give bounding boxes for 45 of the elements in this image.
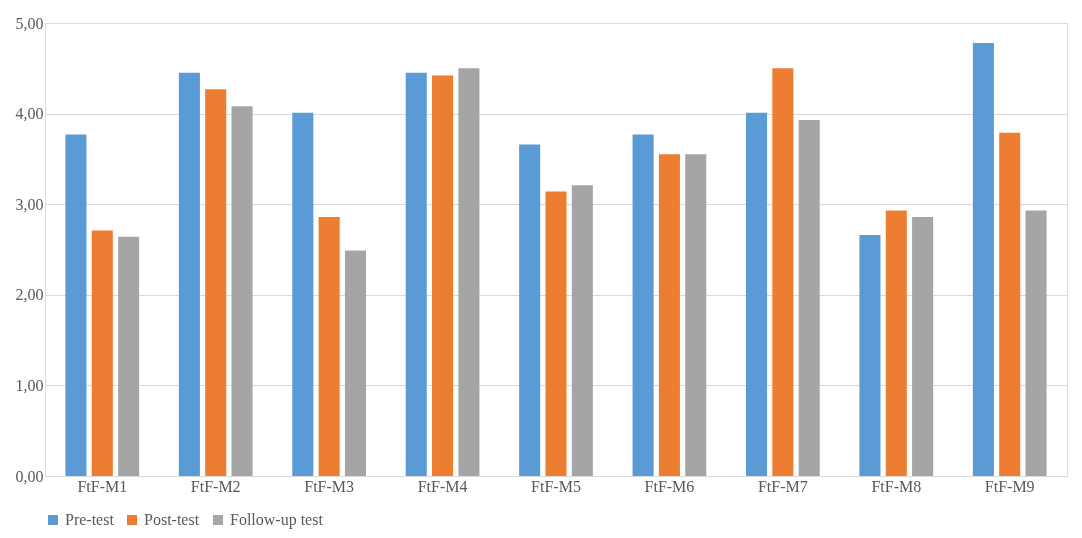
y-tick-label: 2,00 [15,286,44,304]
bar [292,112,314,476]
x-tick-label: FtF-M3 [304,477,355,495]
bar [519,144,541,476]
x-tick-label: FtF-M2 [190,477,241,495]
bar [205,89,227,476]
bar [999,132,1021,476]
x-tick-label: FtF-M7 [757,477,808,495]
bar [231,106,253,476]
bar [972,42,994,476]
bar [344,250,367,476]
bar [798,119,820,476]
bar [658,154,680,476]
bar [745,112,768,476]
bar [1025,210,1047,476]
x-tick-label: FtF-M6 [644,477,695,495]
bar [432,75,454,476]
bar [178,72,200,476]
y-tick-label: 0,00 [15,467,44,485]
legend-label: Pre-test [65,511,115,528]
legend-label: Post-test [144,511,200,528]
bar [571,185,593,476]
x-tick-label: FtF-M1 [77,477,128,495]
x-tick-label: FtF-M8 [871,477,922,495]
legend-label: Follow-up test [230,511,324,529]
bar [545,191,567,476]
bar [859,235,881,476]
x-tick-label: FtF-M9 [984,477,1035,495]
bar [318,216,340,476]
bar [632,134,654,476]
x-tick-label: FtF-M4 [417,477,468,495]
bar [458,68,480,476]
y-tick-label: 5,00 [15,14,44,32]
bar [405,72,427,476]
y-tick-label: 3,00 [15,195,44,213]
bar [91,230,113,476]
bar [65,134,87,476]
bar [118,236,140,476]
y-tick-label: 4,00 [15,105,44,123]
bar [685,154,707,476]
bar [912,216,934,476]
bar [885,210,907,476]
bar [772,68,794,476]
x-tick-label: FtF-M5 [531,477,581,495]
y-tick-label: 1,00 [15,376,44,394]
